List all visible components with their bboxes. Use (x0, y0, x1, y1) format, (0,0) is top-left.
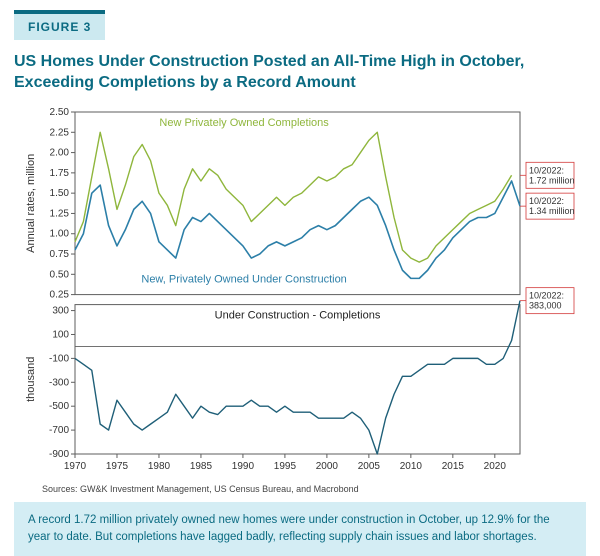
svg-text:1.72 million: 1.72 million (529, 175, 575, 185)
svg-text:1975: 1975 (106, 461, 129, 472)
svg-text:-300: -300 (49, 377, 69, 388)
figure-label: FIGURE 3 (14, 10, 105, 40)
svg-text:Under Construction - Completio: Under Construction - Completions (215, 309, 381, 321)
chart-area: 0.25 0.50 0.75 1.00 1.25 1.50 1.75 2.00 2.25 2.50… (20, 108, 580, 478)
svg-text:10/2022:: 10/2022: (529, 290, 564, 300)
svg-text:10/2022:: 10/2022: (529, 165, 564, 175)
svg-text:-100: -100 (49, 353, 69, 364)
sources-line: Sources: GW&K Investment Management, US … (42, 484, 586, 494)
svg-text:1990: 1990 (232, 461, 255, 472)
svg-text:1.50: 1.50 (50, 188, 70, 199)
svg-text:300: 300 (52, 305, 69, 316)
svg-text:1.75: 1.75 (50, 167, 70, 178)
svg-text:2.50: 2.50 (50, 108, 70, 118)
chart-svg: 0.25 0.50 0.75 1.00 1.25 1.50 1.75 2.00 2.25 2.50… (20, 108, 580, 478)
svg-text:100: 100 (52, 329, 69, 340)
svg-text:1980: 1980 (148, 461, 171, 472)
svg-text:New Privately Owned Completion: New Privately Owned Completions (159, 117, 329, 129)
svg-text:0.75: 0.75 (50, 249, 70, 260)
svg-text:Annual rates, million: Annual rates, million (25, 153, 37, 252)
svg-text:thousand: thousand (25, 356, 37, 401)
svg-text:1.25: 1.25 (50, 208, 70, 219)
chart-title: US Homes Under Construction Posted an Al… (14, 52, 586, 94)
svg-text:1985: 1985 (190, 461, 213, 472)
svg-text:2015: 2015 (442, 461, 465, 472)
svg-text:-700: -700 (49, 425, 69, 436)
svg-text:2.25: 2.25 (50, 127, 70, 138)
svg-text:2000: 2000 (316, 461, 339, 472)
svg-text:10/2022:: 10/2022: (529, 196, 564, 206)
svg-text:2005: 2005 (358, 461, 381, 472)
svg-text:1.00: 1.00 (50, 228, 70, 239)
svg-text:-900: -900 (49, 449, 69, 460)
svg-text:2.00: 2.00 (50, 147, 70, 158)
svg-text:1995: 1995 (274, 461, 297, 472)
svg-text:1970: 1970 (64, 461, 87, 472)
figure-container: FIGURE 3 US Homes Under Construction Pos… (0, 0, 600, 548)
svg-text:0.50: 0.50 (50, 269, 70, 280)
svg-text:-500: -500 (49, 401, 69, 412)
svg-text:0.25: 0.25 (50, 289, 70, 300)
svg-text:1.34 million: 1.34 million (529, 206, 575, 216)
svg-text:New, Privately Owned Under Con: New, Privately Owned Under Construction (141, 273, 346, 285)
svg-text:383,000: 383,000 (529, 300, 562, 310)
svg-text:2020: 2020 (484, 461, 507, 472)
svg-text:2010: 2010 (400, 461, 423, 472)
